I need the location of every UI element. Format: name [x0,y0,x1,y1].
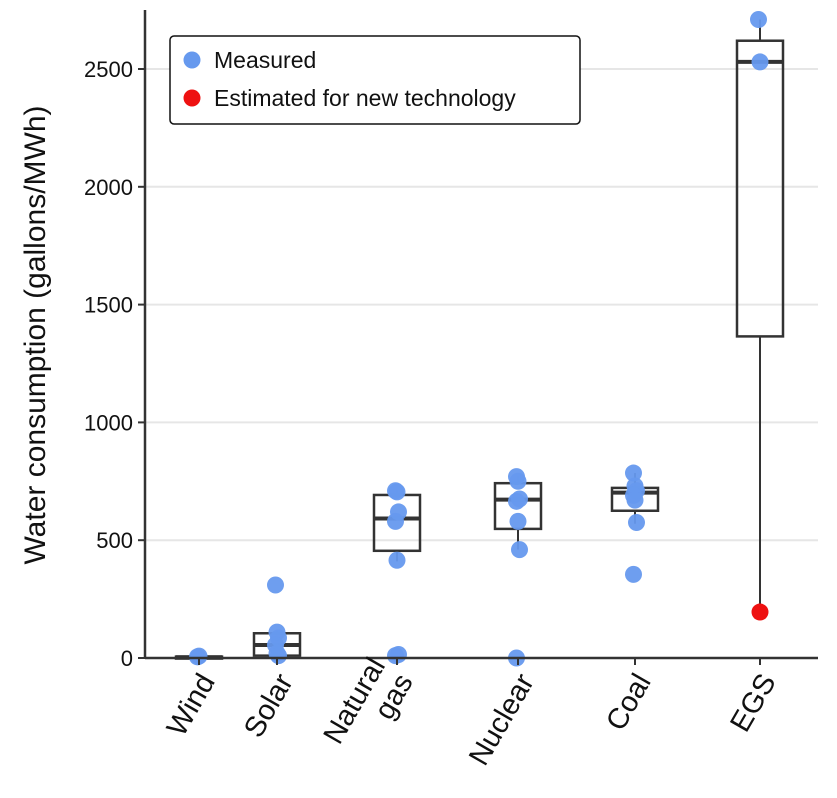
legend-swatch-estimated [183,89,201,107]
legend-box [169,35,581,125]
point-measured-coal-5 [628,514,645,532]
x-tick-label-line-nuclear-0: Nuclear [463,668,541,771]
y-tick-label-2500: 2500 [84,57,133,82]
x-tick-label-wind: Wind [161,669,222,742]
legend-label-estimated: Estimated for new technology [214,85,516,111]
x-tick-label-line-coal-0: Coal [600,669,658,737]
point-measured-egs-0 [750,11,767,29]
point-measured-nuclear-1 [509,472,527,490]
x-tick-label-solar: Solar [238,668,300,743]
point-measured-natural-gas-6 [387,647,404,665]
point-measured-coal-6 [625,565,642,583]
point-estimated-egs-0 [751,603,769,621]
x-tick-label-line-wind-0: Wind [161,669,222,742]
x-tick-label-egs: EGS [724,669,782,738]
y-axis-title: Water consumption (gallons/MWh) [19,105,52,564]
point-measured-wind-1 [190,647,208,665]
point-measured-natural-gas-3 [387,512,404,530]
y-tick-label-1000: 1000 [84,410,133,435]
point-measured-nuclear-3 [508,492,525,510]
box-egs [735,19,785,613]
y-tick-label-2000: 2000 [84,175,133,200]
y-tick-label-0: 0 [121,646,133,671]
legend-label-measured: Measured [214,47,316,73]
x-tick-label-coal: Coal [600,669,658,737]
point-measured-nuclear-4 [509,512,527,530]
x-tick-label-line-solar-0: Solar [238,668,300,743]
point-measured-coal-4 [626,491,644,509]
point-measured-egs-1 [751,53,769,71]
y-tick-label-500: 500 [96,528,133,553]
y-tick-label-1500: 1500 [84,293,133,318]
data-points [189,11,769,667]
legend-swatch-measured [183,51,201,69]
point-measured-natural-gas-1 [388,483,406,501]
point-measured-coal-0 [625,464,642,482]
point-measured-solar-0 [267,576,284,594]
point-measured-nuclear-5 [511,541,528,559]
point-measured-solar-5 [270,647,287,665]
point-measured-natural-gas-4 [388,551,406,569]
x-tick-label-nuclear: Nuclear [463,668,541,771]
gridlines [145,68,818,659]
legend: Measured Estimated for new technology [169,35,581,125]
x-tick-label-line-egs-0: EGS [724,669,782,738]
box-rect-egs [735,39,785,338]
